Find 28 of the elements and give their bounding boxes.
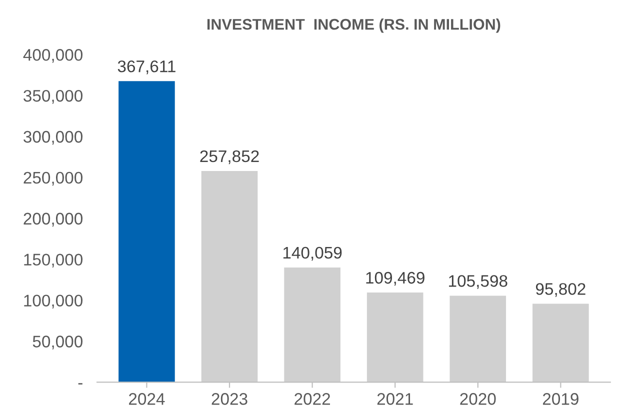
bar: [201, 171, 258, 382]
x-tick-label: 2023: [212, 393, 248, 405]
data-label: 367,611: [118, 60, 176, 74]
bar: [532, 304, 589, 382]
bar: [366, 292, 424, 382]
y-tick-label: 150,000: [24, 254, 82, 268]
x-tick-label: 2024: [129, 393, 165, 405]
x-tick-label: 2019: [542, 393, 578, 405]
data-label: 109,469: [366, 272, 424, 286]
bar: [284, 267, 340, 382]
chart-title: INVESTMENT INCOME (RS. IN MILLION): [207, 18, 500, 33]
y-tick-label: 300,000: [24, 130, 82, 145]
y-tick-label: 200,000: [24, 212, 82, 227]
data-label: 95,802: [536, 283, 586, 297]
y-tick-label: 250,000: [24, 172, 82, 186]
y-tick-label: 50,000: [32, 336, 82, 350]
bar: [118, 81, 175, 382]
data-label: 140,059: [283, 246, 342, 261]
x-tick-label: 2020: [460, 393, 496, 405]
x-tick-label: 2021: [377, 393, 413, 405]
y-tick-label: 100,000: [24, 294, 82, 308]
data-label: 105,598: [449, 275, 508, 289]
y-tick-label: 350,000: [24, 90, 82, 104]
data-label: 257,852: [200, 150, 259, 164]
y-tick-label: 400,000: [23, 49, 82, 63]
y-tick-label: -: [78, 383, 82, 384]
bar: [450, 296, 506, 382]
x-tick-label: 2022: [294, 393, 330, 405]
